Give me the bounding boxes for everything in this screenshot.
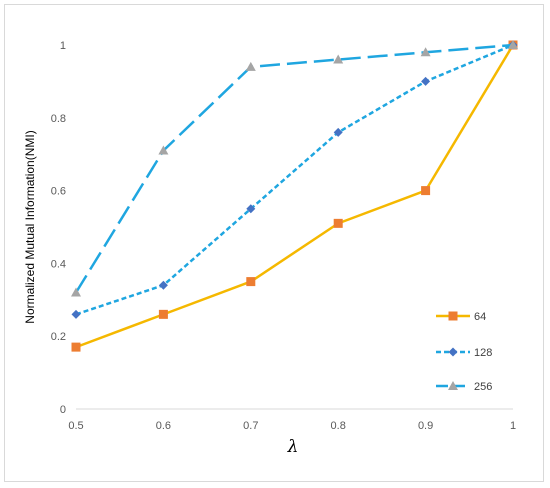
series-line-128 bbox=[75, 43, 514, 316]
legend-marker-128 bbox=[448, 347, 458, 357]
x-tick-label: 0.9 bbox=[418, 420, 433, 432]
data-point-256 bbox=[420, 47, 431, 57]
data-point-64 bbox=[158, 309, 168, 319]
series-128 bbox=[71, 40, 518, 319]
legend-label: 128 bbox=[474, 347, 492, 359]
legend-item-64: 64 bbox=[436, 311, 486, 323]
x-tick-label: 1 bbox=[510, 420, 516, 432]
legend-label: 64 bbox=[474, 311, 486, 323]
x-axis-label: λ bbox=[287, 437, 299, 457]
data-point-128 bbox=[158, 280, 168, 290]
data-point-256 bbox=[158, 145, 169, 155]
x-tick-label: 0.6 bbox=[156, 420, 171, 432]
data-point-256 bbox=[333, 54, 344, 64]
y-axis-label: Normalized Mutual Information(NMI) bbox=[23, 130, 37, 323]
data-point-128 bbox=[246, 204, 256, 214]
series-layer bbox=[71, 40, 518, 352]
series-64 bbox=[71, 40, 518, 352]
series-line-256 bbox=[74, 43, 514, 294]
legend-item-128: 128 bbox=[436, 347, 492, 359]
legend-item-256: 256 bbox=[436, 381, 492, 393]
data-point-256 bbox=[71, 287, 81, 297]
x-tick-label: 0.7 bbox=[243, 420, 258, 432]
y-tick-label: 0.8 bbox=[51, 113, 66, 125]
legend-marker-256 bbox=[448, 381, 458, 390]
series-256 bbox=[71, 40, 518, 297]
data-point-64 bbox=[246, 277, 256, 287]
y-tick-label: 1 bbox=[60, 40, 66, 52]
data-point-64 bbox=[71, 342, 81, 352]
y-tick-label: 0.4 bbox=[51, 258, 66, 270]
x-tick-labels: 0.5 0.6 0.7 0.8 0.9 1 bbox=[68, 420, 516, 432]
data-point-64 bbox=[333, 218, 343, 228]
data-point-128 bbox=[421, 76, 431, 86]
chart-frame bbox=[4, 4, 544, 482]
y-tick-label: 0.6 bbox=[51, 186, 66, 198]
data-point-64 bbox=[421, 186, 431, 196]
data-point-128 bbox=[333, 127, 343, 137]
x-tick-label: 0.5 bbox=[68, 420, 83, 432]
data-point-256 bbox=[245, 61, 256, 71]
x-tick-label: 0.8 bbox=[331, 420, 346, 432]
legend-marker-64 bbox=[448, 311, 458, 321]
y-tick-label: 0 bbox=[60, 404, 66, 416]
data-point-128 bbox=[71, 309, 81, 319]
y-tick-label: 0.2 bbox=[51, 331, 66, 343]
series-line-64 bbox=[75, 44, 515, 349]
y-tick-labels: 0 0.2 0.4 0.6 0.8 1 bbox=[51, 40, 66, 416]
data-point-256 bbox=[508, 40, 518, 49]
legend: 64 128 256 bbox=[436, 311, 492, 393]
legend-label: 256 bbox=[474, 381, 492, 393]
